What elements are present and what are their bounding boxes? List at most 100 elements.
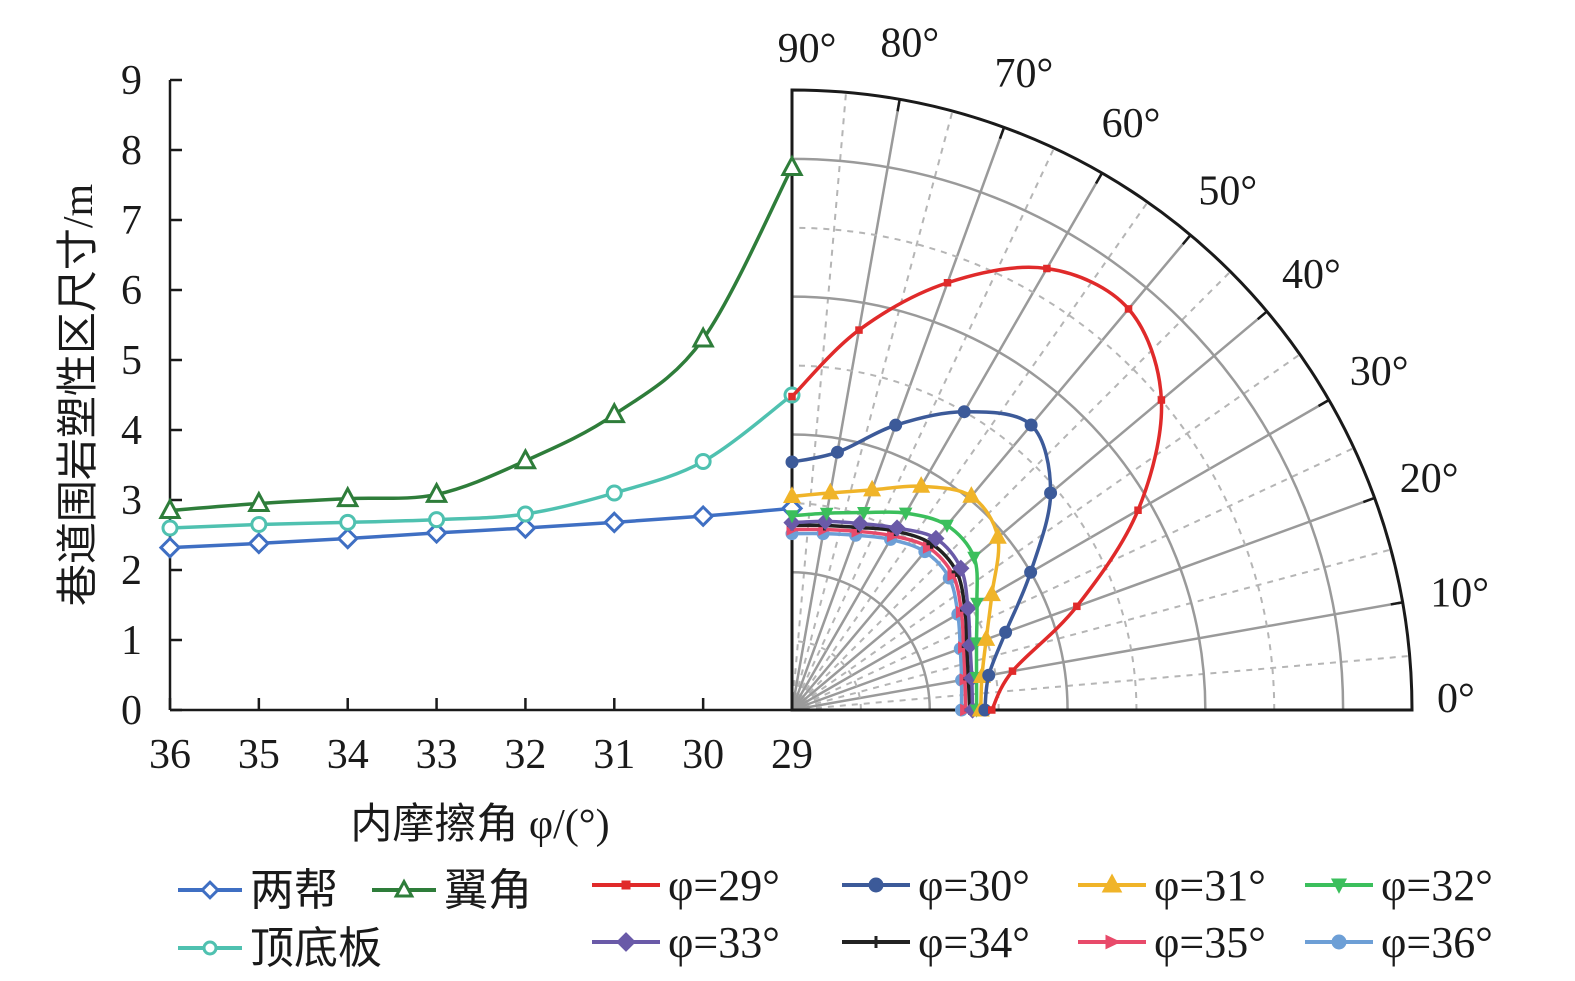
left-series-point-0 — [158, 536, 182, 559]
y-axis-title: 巷道围岩塑性区尺寸/m — [56, 184, 102, 607]
polar-series-point-1 — [982, 668, 996, 682]
left-series-point-2 — [161, 519, 179, 537]
polar-series-point-2 — [821, 482, 840, 500]
polar-series-point-0 — [855, 326, 863, 334]
polar-angle-label: 20° — [1400, 456, 1459, 502]
polar-series-point-4 — [927, 529, 945, 548]
legend-right-0-label: φ=29° — [668, 861, 780, 910]
polar-series-point-1 — [1024, 418, 1038, 432]
polar-minor-spoke — [791, 447, 1355, 711]
y-tick-label: 8 — [121, 128, 142, 174]
polar-angle-tick — [1362, 496, 1376, 504]
legend-right-5-marker — [870, 936, 882, 948]
polar-series-point-3 — [857, 507, 871, 521]
left-series-point-0 — [603, 511, 626, 534]
legend-left-2-label: 顶底板 — [250, 924, 382, 973]
x-tick-label: 35 — [238, 732, 280, 778]
legend-right-2-marker — [1101, 873, 1123, 893]
polar-series-line-7 — [791, 531, 964, 711]
polar-angle-label: 70° — [994, 51, 1053, 97]
polar-series-point-6 — [887, 529, 901, 543]
polar-angle-label: 50° — [1198, 169, 1257, 215]
polar-series-line-5 — [791, 523, 972, 711]
polar-series-line-2 — [791, 484, 1001, 711]
x-tick-label: 32 — [504, 732, 546, 778]
y-tick-label: 9 — [121, 58, 142, 104]
polar-angle-tick — [896, 99, 901, 112]
polar-series-point-2 — [982, 584, 1001, 602]
polar-grid — [790, 88, 1414, 712]
polar-major-spoke — [791, 496, 1376, 712]
polar-major-spoke — [790, 99, 901, 711]
polar-series-line-4 — [791, 519, 975, 711]
polar-grid-arc — [791, 570, 932, 711]
x-tick-label: 34 — [327, 732, 369, 778]
x-tick-label: 36 — [149, 732, 191, 778]
polar-series-point-0 — [943, 279, 952, 287]
polar-series-point-3 — [785, 510, 799, 524]
polar-minor-spoke — [791, 147, 1055, 711]
polar-series-point-4 — [952, 559, 970, 577]
legend-right-7-label: φ=36° — [1381, 918, 1493, 967]
polar-series-point-4 — [888, 519, 906, 537]
y-tick-label: 7 — [121, 198, 142, 244]
left-series-point-2 — [694, 453, 712, 470]
x-tick-label: 31 — [593, 732, 635, 778]
left-series-point-1 — [513, 447, 538, 470]
polar-angle-tick — [1181, 234, 1192, 246]
legend-right-0-marker — [621, 880, 631, 890]
polar-series-point-0 — [988, 706, 996, 714]
left-series-point-0 — [247, 532, 271, 555]
y-tick-label: 0 — [121, 688, 142, 734]
polar-angle-tick — [998, 126, 1006, 140]
polar-minor-spoke — [791, 92, 848, 711]
left-series-point-2 — [516, 505, 534, 523]
polar-series-point-4 — [959, 599, 977, 618]
y-tick-label: 2 — [121, 548, 142, 594]
polar-series-point-2 — [782, 486, 802, 503]
polar-angle-label: 80° — [880, 20, 939, 66]
polar-series-point-0 — [1134, 506, 1142, 514]
left-series-point-1 — [424, 481, 449, 503]
y-tick-label: 6 — [121, 268, 142, 314]
legend-left-0-label: 两帮 — [250, 866, 338, 915]
left-series-point-1 — [780, 154, 804, 176]
polar-angle-tick — [1317, 398, 1330, 408]
polar-series-point-2 — [988, 527, 1007, 544]
legend-left-2-marker — [202, 940, 218, 956]
polar-major-spoke — [791, 310, 1268, 711]
legend-right-6-label: φ=35° — [1154, 918, 1266, 967]
polar-grid-arc — [791, 295, 1207, 711]
polar-series-point-3 — [967, 551, 981, 565]
left-series-point-1 — [247, 490, 271, 512]
legend-right-5-label: φ=34° — [918, 918, 1030, 967]
polar-grid-arc — [791, 157, 1345, 711]
left-series-point-0 — [336, 527, 359, 550]
polar-series-point-3 — [970, 597, 984, 611]
left-series-point-2 — [250, 516, 268, 533]
polar-minor-spoke — [791, 654, 1410, 711]
polar-angle-tick — [1256, 310, 1268, 321]
polar-series-point-0 — [1043, 264, 1051, 273]
polar-angle-label: 40° — [1282, 252, 1341, 298]
polar-labels: 0° 10° 20° 30° 40° 50° 60° 70° 80° 90° — [778, 20, 1489, 722]
polar-series-point-2 — [863, 479, 882, 497]
x-tick-label: 29 — [771, 732, 813, 778]
legend-left-0-marker — [200, 880, 220, 900]
polar-series-point-1 — [1044, 486, 1058, 500]
polar-series-point-3 — [819, 507, 834, 521]
polar-angle-label: 0° — [1437, 676, 1475, 722]
polar-series-point-4 — [851, 514, 869, 533]
polar-series-point-2 — [977, 629, 996, 646]
legend-right-7-marker — [1331, 934, 1347, 950]
polar-series-point-0 — [1073, 602, 1081, 611]
left-series-point-1 — [158, 497, 182, 519]
polar-minor-spoke — [791, 353, 1301, 711]
legend-right-1-marker — [868, 877, 884, 893]
legend-right-3-marker — [1330, 878, 1348, 894]
left-series-point-0 — [425, 521, 448, 545]
polar-major-spoke — [790, 126, 1006, 711]
x-axis-title: 内摩擦角 φ/(°) — [350, 801, 609, 848]
